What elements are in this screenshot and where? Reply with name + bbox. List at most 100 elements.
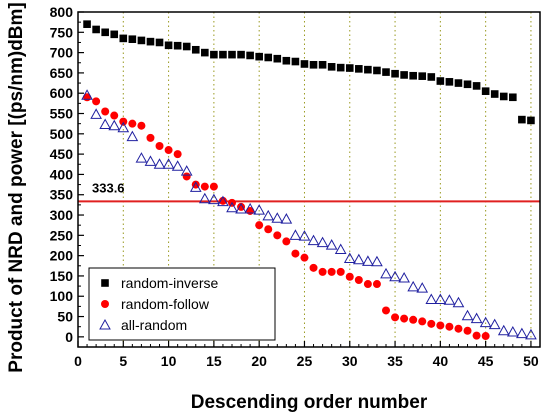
point-random-follow — [309, 263, 318, 272]
point-all-random — [126, 130, 139, 142]
point-all-random — [271, 212, 284, 223]
point-all-random — [516, 327, 528, 339]
point-random-inverse — [454, 79, 463, 87]
point-all-random — [380, 267, 392, 279]
point-all-random — [343, 252, 356, 263]
y-tick-label: 450 — [50, 146, 74, 162]
y-axis-label: Product of NRD and power [(ps/nm)dBm] — [6, 2, 27, 372]
point-all-random — [81, 89, 93, 100]
point-all-random — [235, 202, 247, 214]
y-tick-label: 50 — [57, 309, 73, 325]
y-tick-label: 400 — [50, 166, 74, 182]
point-all-random — [443, 294, 456, 305]
point-random-inverse — [137, 36, 146, 45]
y-tick-label: 0 — [65, 329, 73, 345]
point-all-random — [316, 236, 329, 248]
y-tick-label: 100 — [50, 288, 74, 304]
y-tick-label: 750 — [50, 24, 74, 40]
point-random-follow — [454, 324, 463, 333]
x-tick-label: 40 — [433, 353, 449, 369]
point-random-inverse — [210, 50, 218, 59]
point-random-follow — [155, 142, 164, 150]
reference-line-label: 333.6 — [92, 180, 125, 195]
point-all-random — [117, 121, 130, 133]
point-random-inverse — [418, 72, 427, 80]
point-random-follow — [463, 326, 472, 335]
point-all-random — [488, 318, 501, 330]
point-random-follow — [173, 150, 182, 159]
point-random-follow — [300, 253, 309, 262]
point-random-inverse — [173, 41, 182, 50]
point-all-random — [253, 204, 266, 215]
x-axis-label: Descending order number — [191, 392, 428, 413]
series-random-inverse — [83, 20, 535, 125]
x-tick-label: 5 — [119, 353, 127, 369]
legend-box — [88, 267, 276, 341]
point-random-follow — [472, 331, 481, 340]
y-tick-label: 650 — [50, 65, 74, 81]
point-all-random — [398, 271, 410, 283]
tick-labels: 0 5 10 15 20 25 30 35 40 45 5005010015020025030035… — [50, 4, 539, 369]
point-random-inverse — [146, 37, 155, 46]
point-random-follow — [382, 306, 390, 315]
point-random-inverse — [382, 68, 390, 76]
point-random-follow — [418, 317, 427, 326]
point-random-follow — [445, 322, 454, 331]
point-random-inverse — [237, 50, 245, 59]
point-all-random — [144, 155, 157, 166]
point-all-random — [307, 234, 320, 246]
point-random-inverse — [400, 71, 408, 79]
point-random-inverse — [373, 66, 381, 75]
point-random-inverse — [110, 30, 119, 39]
legend-label-random-follow: random-follow — [121, 296, 210, 312]
y-tick-label: 200 — [50, 248, 74, 264]
point-all-random — [470, 312, 483, 324]
point-all-random — [280, 213, 293, 224]
x-tick-label: 50 — [523, 353, 539, 369]
point-random-inverse — [101, 28, 109, 37]
point-random-follow — [336, 267, 345, 276]
point-random-inverse — [391, 69, 399, 78]
point-random-inverse — [436, 77, 445, 85]
x-tick-label: 35 — [387, 353, 403, 369]
point-all-random — [334, 243, 347, 255]
point-random-inverse — [427, 73, 436, 81]
point-random-inverse — [182, 42, 191, 51]
point-all-random — [425, 293, 438, 304]
point-random-inverse — [364, 65, 372, 74]
point-random-follow — [101, 107, 110, 116]
y-tick-label: 150 — [50, 268, 74, 284]
point-random-follow — [427, 319, 436, 328]
point-random-follow — [137, 121, 146, 130]
legend-label-all-random: all-random — [121, 317, 187, 333]
point-all-random — [371, 255, 383, 267]
point-random-follow — [345, 272, 354, 281]
point-random-follow — [291, 249, 300, 258]
y-tick-label: 350 — [50, 187, 74, 203]
point-random-inverse — [318, 60, 327, 69]
point-random-inverse — [345, 64, 354, 72]
point-random-inverse — [327, 63, 336, 71]
point-random-inverse — [509, 93, 517, 102]
point-random-follow — [273, 231, 282, 240]
point-random-inverse — [219, 50, 227, 59]
point-all-random — [407, 280, 420, 292]
y-tick-label: 250 — [50, 227, 74, 243]
point-all-random — [99, 118, 112, 129]
point-random-inverse — [255, 52, 263, 61]
point-all-random — [352, 253, 365, 265]
x-tick-label: 10 — [161, 353, 177, 369]
point-random-inverse — [83, 20, 91, 28]
point-random-follow — [164, 146, 173, 155]
point-all-random — [362, 255, 374, 266]
point-random-follow — [481, 332, 490, 341]
point-random-follow — [318, 267, 327, 276]
point-all-random — [198, 192, 211, 204]
point-random-inverse — [463, 80, 472, 89]
point-all-random — [135, 152, 148, 163]
y-tick-label: 500 — [50, 126, 74, 142]
point-random-follow — [372, 280, 381, 289]
point-all-random — [434, 293, 447, 304]
point-all-random — [171, 160, 184, 171]
